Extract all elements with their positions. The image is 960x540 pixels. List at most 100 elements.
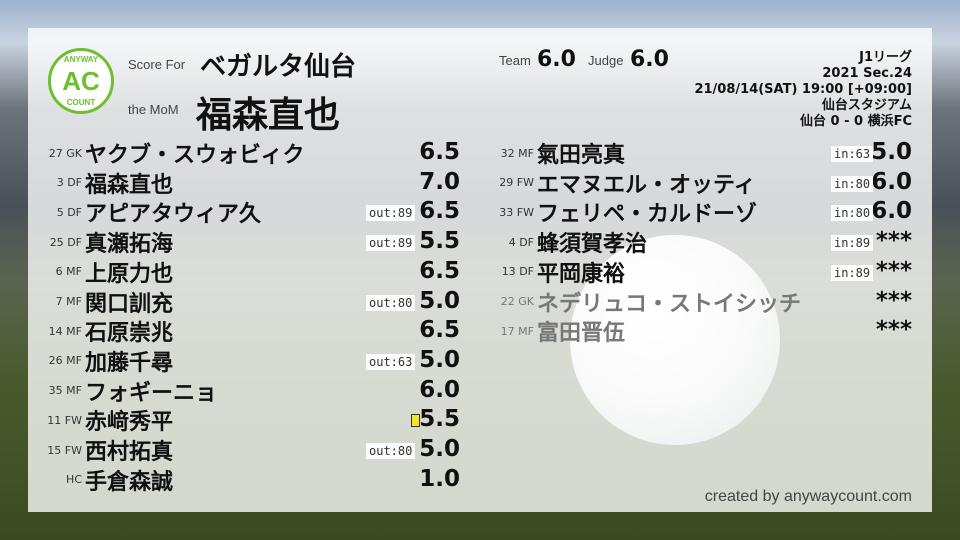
player-number-position: 6 MF (30, 265, 82, 278)
player-name: ネデリュコ・ストイシッチ (537, 291, 802, 317)
player-number: 22 (500, 295, 515, 308)
player-number: 29 (499, 176, 514, 190)
player-number-position: 35 MF (30, 384, 82, 397)
player-name: エマヌエル・オッティ (537, 172, 756, 198)
player-name: 手倉森誠 (85, 469, 174, 495)
player-row: 6 MF 上原力也 (30, 257, 173, 287)
team-score-label: Team (499, 53, 531, 68)
season: 2021 Sec.24 (822, 66, 912, 81)
player-position: DF (519, 265, 534, 279)
player-row: 27 GK ヤクブ・スウォビィク (30, 138, 305, 168)
player-row: 26 MF 加藤千尋 (30, 346, 173, 376)
player-number-position: 15 FW (30, 444, 82, 457)
player-position: MF (66, 384, 82, 398)
player-position: MF (66, 295, 82, 308)
player-score: *** (875, 257, 912, 284)
player-position: FW (64, 443, 82, 457)
player-score: 1.0 (419, 465, 460, 492)
player-number-position: HC (30, 473, 82, 486)
player-position: MF (518, 146, 534, 160)
player-name: フォギーニョ (85, 380, 218, 406)
player-number-position: 33 FW (482, 206, 534, 219)
substitution-badge: out:89 (366, 235, 416, 252)
player-number: 11 (47, 413, 62, 427)
player-position: MF (66, 324, 82, 338)
credit: created by anywaycount.com (704, 488, 912, 505)
player-row: 33 FW フェリペ・カルドーゾ (482, 197, 757, 227)
player-number: 4 (508, 235, 516, 249)
player-score: 6.0 (871, 168, 912, 195)
match-info: J1リーグ 2021 Sec.24 21/08/14(SAT) 19:00 [+… (694, 50, 912, 130)
player-name: 赤﨑秀平 (85, 410, 174, 436)
player-number: 27 (48, 146, 63, 160)
player-name: 加藤千尋 (85, 350, 174, 376)
player-number-position: 25 DF (30, 236, 82, 249)
player-name: 氣田亮真 (537, 143, 626, 168)
player-number: 14 (48, 324, 63, 338)
mom-name: 福森直也 (196, 95, 341, 136)
team-name: ベガルタ仙台 (200, 52, 357, 82)
judge-score: 6.0 (630, 47, 669, 72)
player-score: 6.5 (419, 139, 460, 165)
player-position: DF (67, 205, 82, 219)
player-row: 11 FW 赤﨑秀平 (30, 405, 173, 435)
substitution-badge: out:63 (366, 353, 416, 370)
player-position: GK (66, 146, 82, 160)
logo-bottom-text: COUNT (66, 98, 96, 107)
player-score: 5.0 (419, 287, 460, 314)
substitution-badge: in:63 (831, 146, 874, 162)
player-number: 13 (501, 265, 516, 279)
player-position: FW (64, 413, 82, 427)
player-number: 15 (47, 443, 62, 457)
player-name: 石原崇兆 (85, 321, 174, 347)
logo-main-text: AC (62, 65, 100, 96)
player-name: 平岡康裕 (537, 261, 626, 287)
player-position: FW (516, 176, 534, 190)
player-score: *** (875, 287, 912, 314)
player-number: 17 (500, 324, 515, 338)
player-score: 5.0 (419, 436, 460, 462)
player-name: 関口訓充 (85, 291, 174, 317)
player-number: 6 (55, 265, 63, 279)
player-name: フェリペ・カルドーゾ (537, 202, 758, 228)
player-number-position: 7 MF (30, 295, 82, 308)
player-score: 5.0 (871, 139, 912, 165)
player-row: 22 GK ネデリュコ・ストイシッチ (482, 287, 801, 317)
substitution-badge: in:89 (831, 235, 874, 252)
player-row: 35 MF フォギーニョ (30, 376, 217, 406)
player-position: DF (67, 176, 82, 190)
substitution-badge: in:89 (831, 264, 874, 281)
player-position: GK (518, 295, 534, 308)
player-number-position: 5 DF (30, 206, 82, 219)
player-row: 15 FW 西村拓真 (30, 435, 173, 465)
player-number-position: 26 MF (30, 354, 82, 367)
player-position: MF (518, 324, 534, 338)
player-position: HC (66, 473, 82, 487)
mom-label: the MoM (128, 102, 179, 117)
substitution-badge: out:80 (366, 294, 416, 311)
player-position: MF (66, 265, 82, 279)
player-score: 6.0 (871, 198, 912, 225)
player-number: 33 (499, 205, 514, 219)
match-result: 仙台 0 - 0 横浜FC (799, 114, 912, 129)
player-position: DF (67, 235, 82, 249)
player-score: 5.5 (419, 406, 460, 433)
player-row: HC 手倉森誠 (30, 465, 173, 495)
player-name: 真瀬拓海 (85, 232, 174, 258)
player-row: 4 DF 蜂須賀孝治 (482, 227, 647, 257)
score-for-label: Score For (128, 57, 186, 72)
player-number: 26 (48, 354, 63, 368)
player-number: 7 (55, 295, 63, 308)
player-row: 5 DF アピアタウィア久 (30, 197, 261, 227)
player-number-position: 27 GK (30, 147, 82, 160)
player-name: アピアタウィア久 (85, 202, 262, 228)
player-row: 29 FW エマヌエル・オッティ (482, 168, 756, 198)
player-row: 7 MF 関口訓充 (30, 287, 173, 317)
player-score: *** (875, 228, 912, 255)
player-number-position: 32 MF (482, 147, 534, 160)
player-number-position: 3 DF (30, 176, 82, 189)
player-number: 25 (49, 235, 64, 249)
player-number: 3 (56, 176, 64, 190)
logo-top-text: ANYWAY (63, 55, 99, 64)
player-score: 6.0 (419, 376, 460, 403)
